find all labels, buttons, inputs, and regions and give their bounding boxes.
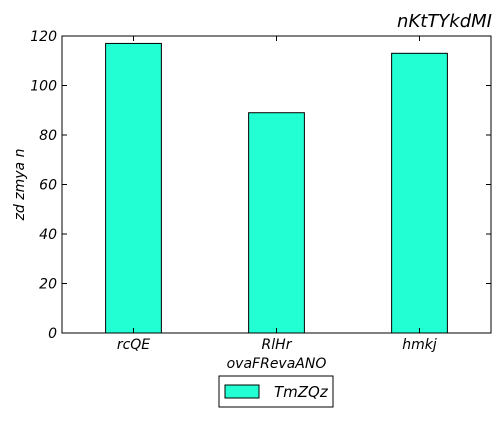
legend-swatch [224, 384, 260, 399]
y-tick-label: 20 [39, 277, 57, 293]
x-tick-label-hmkj: hmkj [402, 337, 437, 353]
chart-title: nKtTYkdMI [397, 11, 492, 32]
y-tick-label: 80 [39, 128, 57, 144]
y-tick-label: 0 [48, 326, 57, 342]
x-axis-ticks: rcQE RlHr hmkj [117, 36, 437, 353]
x-tick-label-RlHr: RlHr [262, 337, 293, 353]
y-axis-label: zd zmya n [12, 149, 28, 222]
bars-group [105, 42, 448, 334]
x-tick-label-rcQE: rcQE [117, 337, 150, 353]
bar-RlHr [248, 112, 305, 334]
y-tick-label: 120 [30, 29, 57, 45]
legend: TmZQz [218, 375, 334, 408]
bar-hmkj [391, 52, 448, 334]
y-tick-label: 60 [39, 178, 57, 194]
y-axis-ticks: 0 20 40 60 80 100 120 [30, 29, 491, 342]
y-tick-label: 40 [39, 227, 57, 243]
x-axis-label: ovaFRevaANO [227, 356, 327, 372]
bar-rcQE [105, 42, 162, 334]
y-tick-label: 100 [30, 79, 57, 95]
legend-label: TmZQz [274, 383, 329, 401]
